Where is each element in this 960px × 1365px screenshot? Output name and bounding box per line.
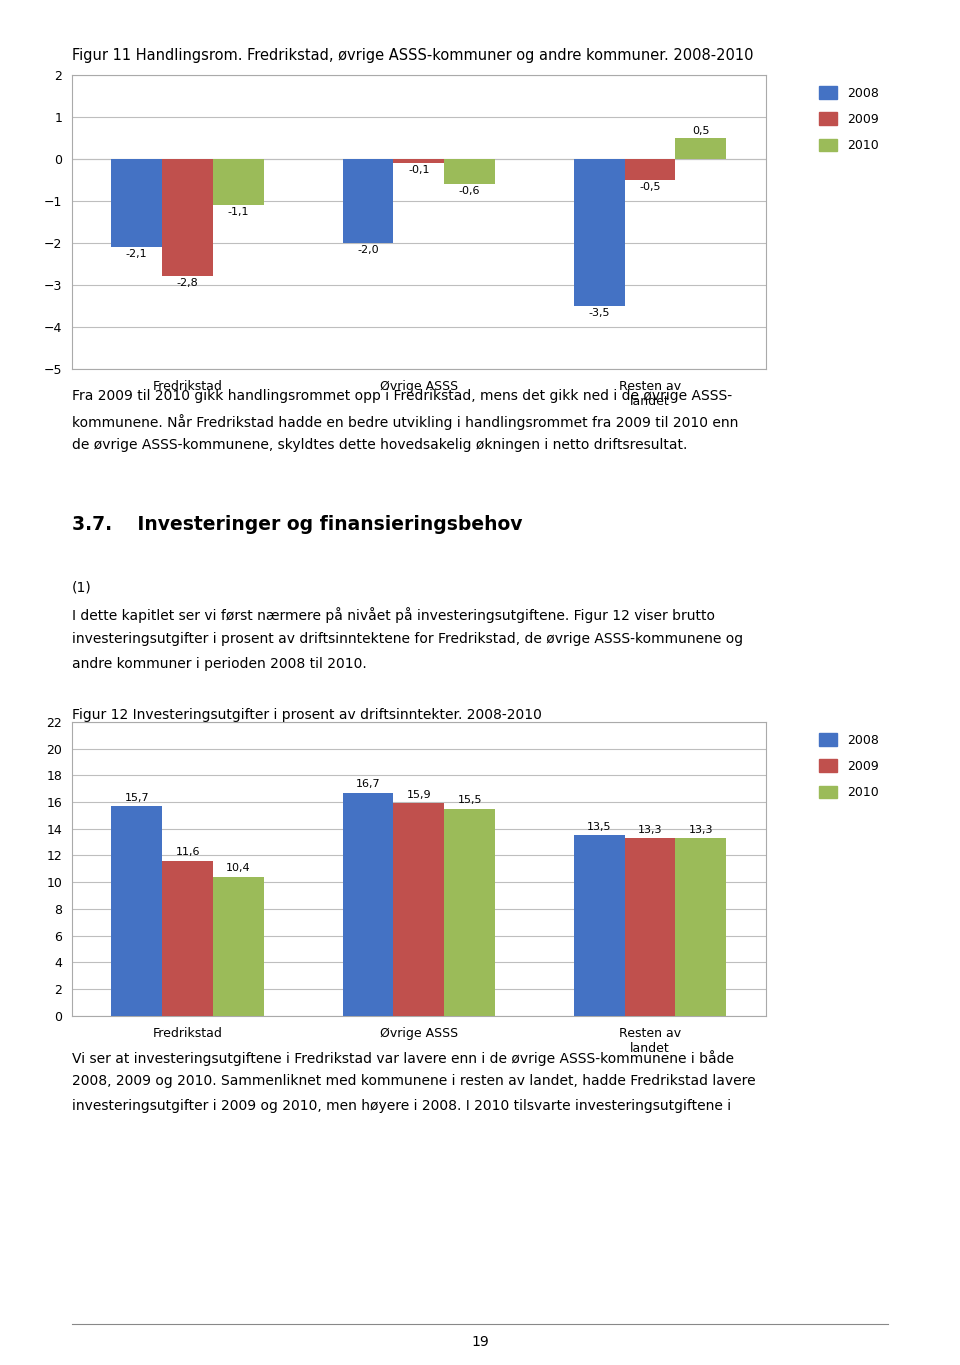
Text: Figur 12 Investeringsutgifter i prosent av driftsinntekter. 2008-2010: Figur 12 Investeringsutgifter i prosent … [72, 708, 541, 722]
Text: kommunene. Når Fredrikstad hadde en bedre utvikling i handlingsrommet fra 2009 t: kommunene. Når Fredrikstad hadde en bedr… [72, 414, 738, 430]
Text: (1): (1) [72, 580, 92, 594]
Bar [625, 158, 676, 180]
Bar [676, 838, 727, 1016]
Bar [676, 138, 727, 158]
Bar [444, 809, 495, 1016]
Text: 16,7: 16,7 [355, 779, 380, 789]
Text: 19: 19 [471, 1335, 489, 1349]
Bar [111, 807, 162, 1016]
Bar [213, 158, 264, 205]
Bar [343, 793, 394, 1016]
Text: I dette kapitlet ser vi først nærmere på nivået på investeringsutgiftene. Figur : I dette kapitlet ser vi først nærmere på… [72, 607, 715, 624]
Legend: 2008, 2009, 2010: 2008, 2009, 2010 [813, 82, 884, 157]
Bar [213, 876, 264, 1016]
Text: investeringsutgifter i prosent av driftsinntektene for Fredrikstad, de øvrige AS: investeringsutgifter i prosent av drifts… [72, 632, 743, 646]
Text: 15,9: 15,9 [406, 790, 431, 800]
Bar [343, 158, 394, 243]
Bar [574, 158, 625, 306]
Legend: 2008, 2009, 2010: 2008, 2009, 2010 [813, 729, 884, 804]
Text: -0,1: -0,1 [408, 165, 429, 175]
Text: Figur 11 Handlingsrom. Fredrikstad, øvrige ASSS-kommuner og andre kommuner. 2008: Figur 11 Handlingsrom. Fredrikstad, øvri… [72, 48, 754, 63]
Bar [162, 861, 213, 1016]
Bar [162, 158, 213, 276]
Text: Fra 2009 til 2010 gikk handlingsrommet opp i Fredrikstad, mens det gikk ned i de: Fra 2009 til 2010 gikk handlingsrommet o… [72, 389, 732, 403]
Bar [625, 838, 676, 1016]
Text: investeringsutgifter i 2009 og 2010, men høyere i 2008. I 2010 tilsvarte investe: investeringsutgifter i 2009 og 2010, men… [72, 1099, 732, 1112]
Text: 13,5: 13,5 [587, 822, 612, 833]
Text: de øvrige ASSS-kommunene, skyldtes dette hovedsakelig økningen i netto driftsres: de øvrige ASSS-kommunene, skyldtes dette… [72, 438, 687, 452]
Text: Vi ser at investeringsutgiftene i Fredrikstad var lavere enn i de øvrige ASSS-ko: Vi ser at investeringsutgiftene i Fredri… [72, 1050, 734, 1066]
Text: 15,5: 15,5 [457, 796, 482, 805]
Text: -3,5: -3,5 [588, 307, 610, 318]
Text: 13,3: 13,3 [688, 824, 713, 835]
Text: -2,0: -2,0 [357, 244, 379, 255]
Bar [394, 804, 444, 1016]
Text: 0,5: 0,5 [692, 126, 709, 136]
Bar [111, 158, 162, 247]
Text: -0,5: -0,5 [639, 182, 660, 192]
Text: -1,1: -1,1 [228, 207, 250, 217]
Text: -2,1: -2,1 [126, 248, 148, 259]
Text: 2008, 2009 og 2010. Sammenliknet med kommunene i resten av landet, hadde Fredrik: 2008, 2009 og 2010. Sammenliknet med kom… [72, 1074, 756, 1088]
Text: -0,6: -0,6 [459, 186, 480, 197]
Text: andre kommuner i perioden 2008 til 2010.: andre kommuner i perioden 2008 til 2010. [72, 657, 367, 670]
Text: 10,4: 10,4 [227, 864, 251, 874]
Bar [574, 835, 625, 1016]
Text: 3.7.  Investeringer og finansieringsbehov: 3.7. Investeringer og finansieringsbehov [72, 515, 522, 534]
Text: 15,7: 15,7 [125, 793, 149, 803]
Text: 11,6: 11,6 [176, 848, 200, 857]
Bar [444, 158, 495, 184]
Text: -2,8: -2,8 [177, 278, 199, 288]
Bar [394, 158, 444, 164]
Text: 13,3: 13,3 [637, 824, 662, 835]
